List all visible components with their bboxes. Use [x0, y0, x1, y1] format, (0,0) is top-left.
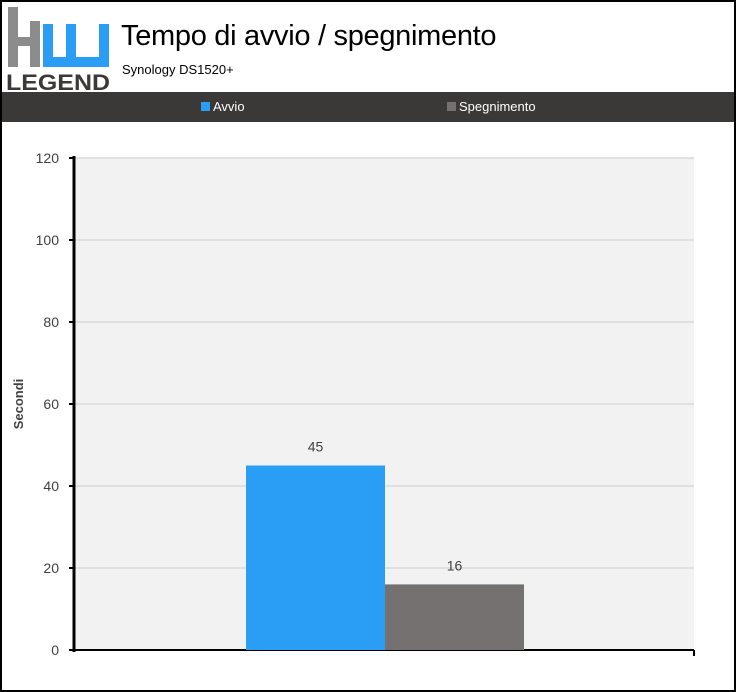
y-tick-label: 80: [43, 314, 59, 330]
data-label-spegnimento: 16: [447, 557, 463, 573]
bar-avvio: [246, 465, 385, 650]
y-axis-title: Secondi: [11, 379, 26, 430]
y-tick-label: 120: [36, 150, 60, 166]
chart-subtitle: Synology DS1520+: [122, 62, 234, 77]
data-label-avvio: 45: [308, 439, 324, 455]
legend-label-avvio: Avvio: [213, 99, 245, 114]
legend: Avvio Spegnimento: [2, 92, 734, 122]
chart-area: 0 20 40 60 80 100 120 Secondi 45 16: [11, 150, 695, 658]
legend-swatch-spegnimento: [447, 102, 456, 111]
logo-text: LEGEND: [6, 70, 110, 92]
legend-label-spegnimento: Spegnimento: [459, 99, 536, 114]
legend-item-spegnimento: Spegnimento: [447, 100, 536, 114]
legend-swatch-avvio: [201, 102, 210, 111]
y-tick-label: 40: [43, 478, 59, 494]
y-tick-label: 0: [51, 642, 59, 658]
y-tick-label: 60: [43, 396, 59, 412]
legend-item-avvio: Avvio: [201, 100, 245, 114]
chart-title: Tempo di avvio / spegnimento: [121, 20, 497, 52]
bar-spegnimento: [385, 584, 524, 650]
y-tick-label: 100: [36, 232, 60, 248]
y-tick-label: 20: [43, 560, 59, 576]
hwlegend-logo: LEGEND: [6, 7, 110, 92]
